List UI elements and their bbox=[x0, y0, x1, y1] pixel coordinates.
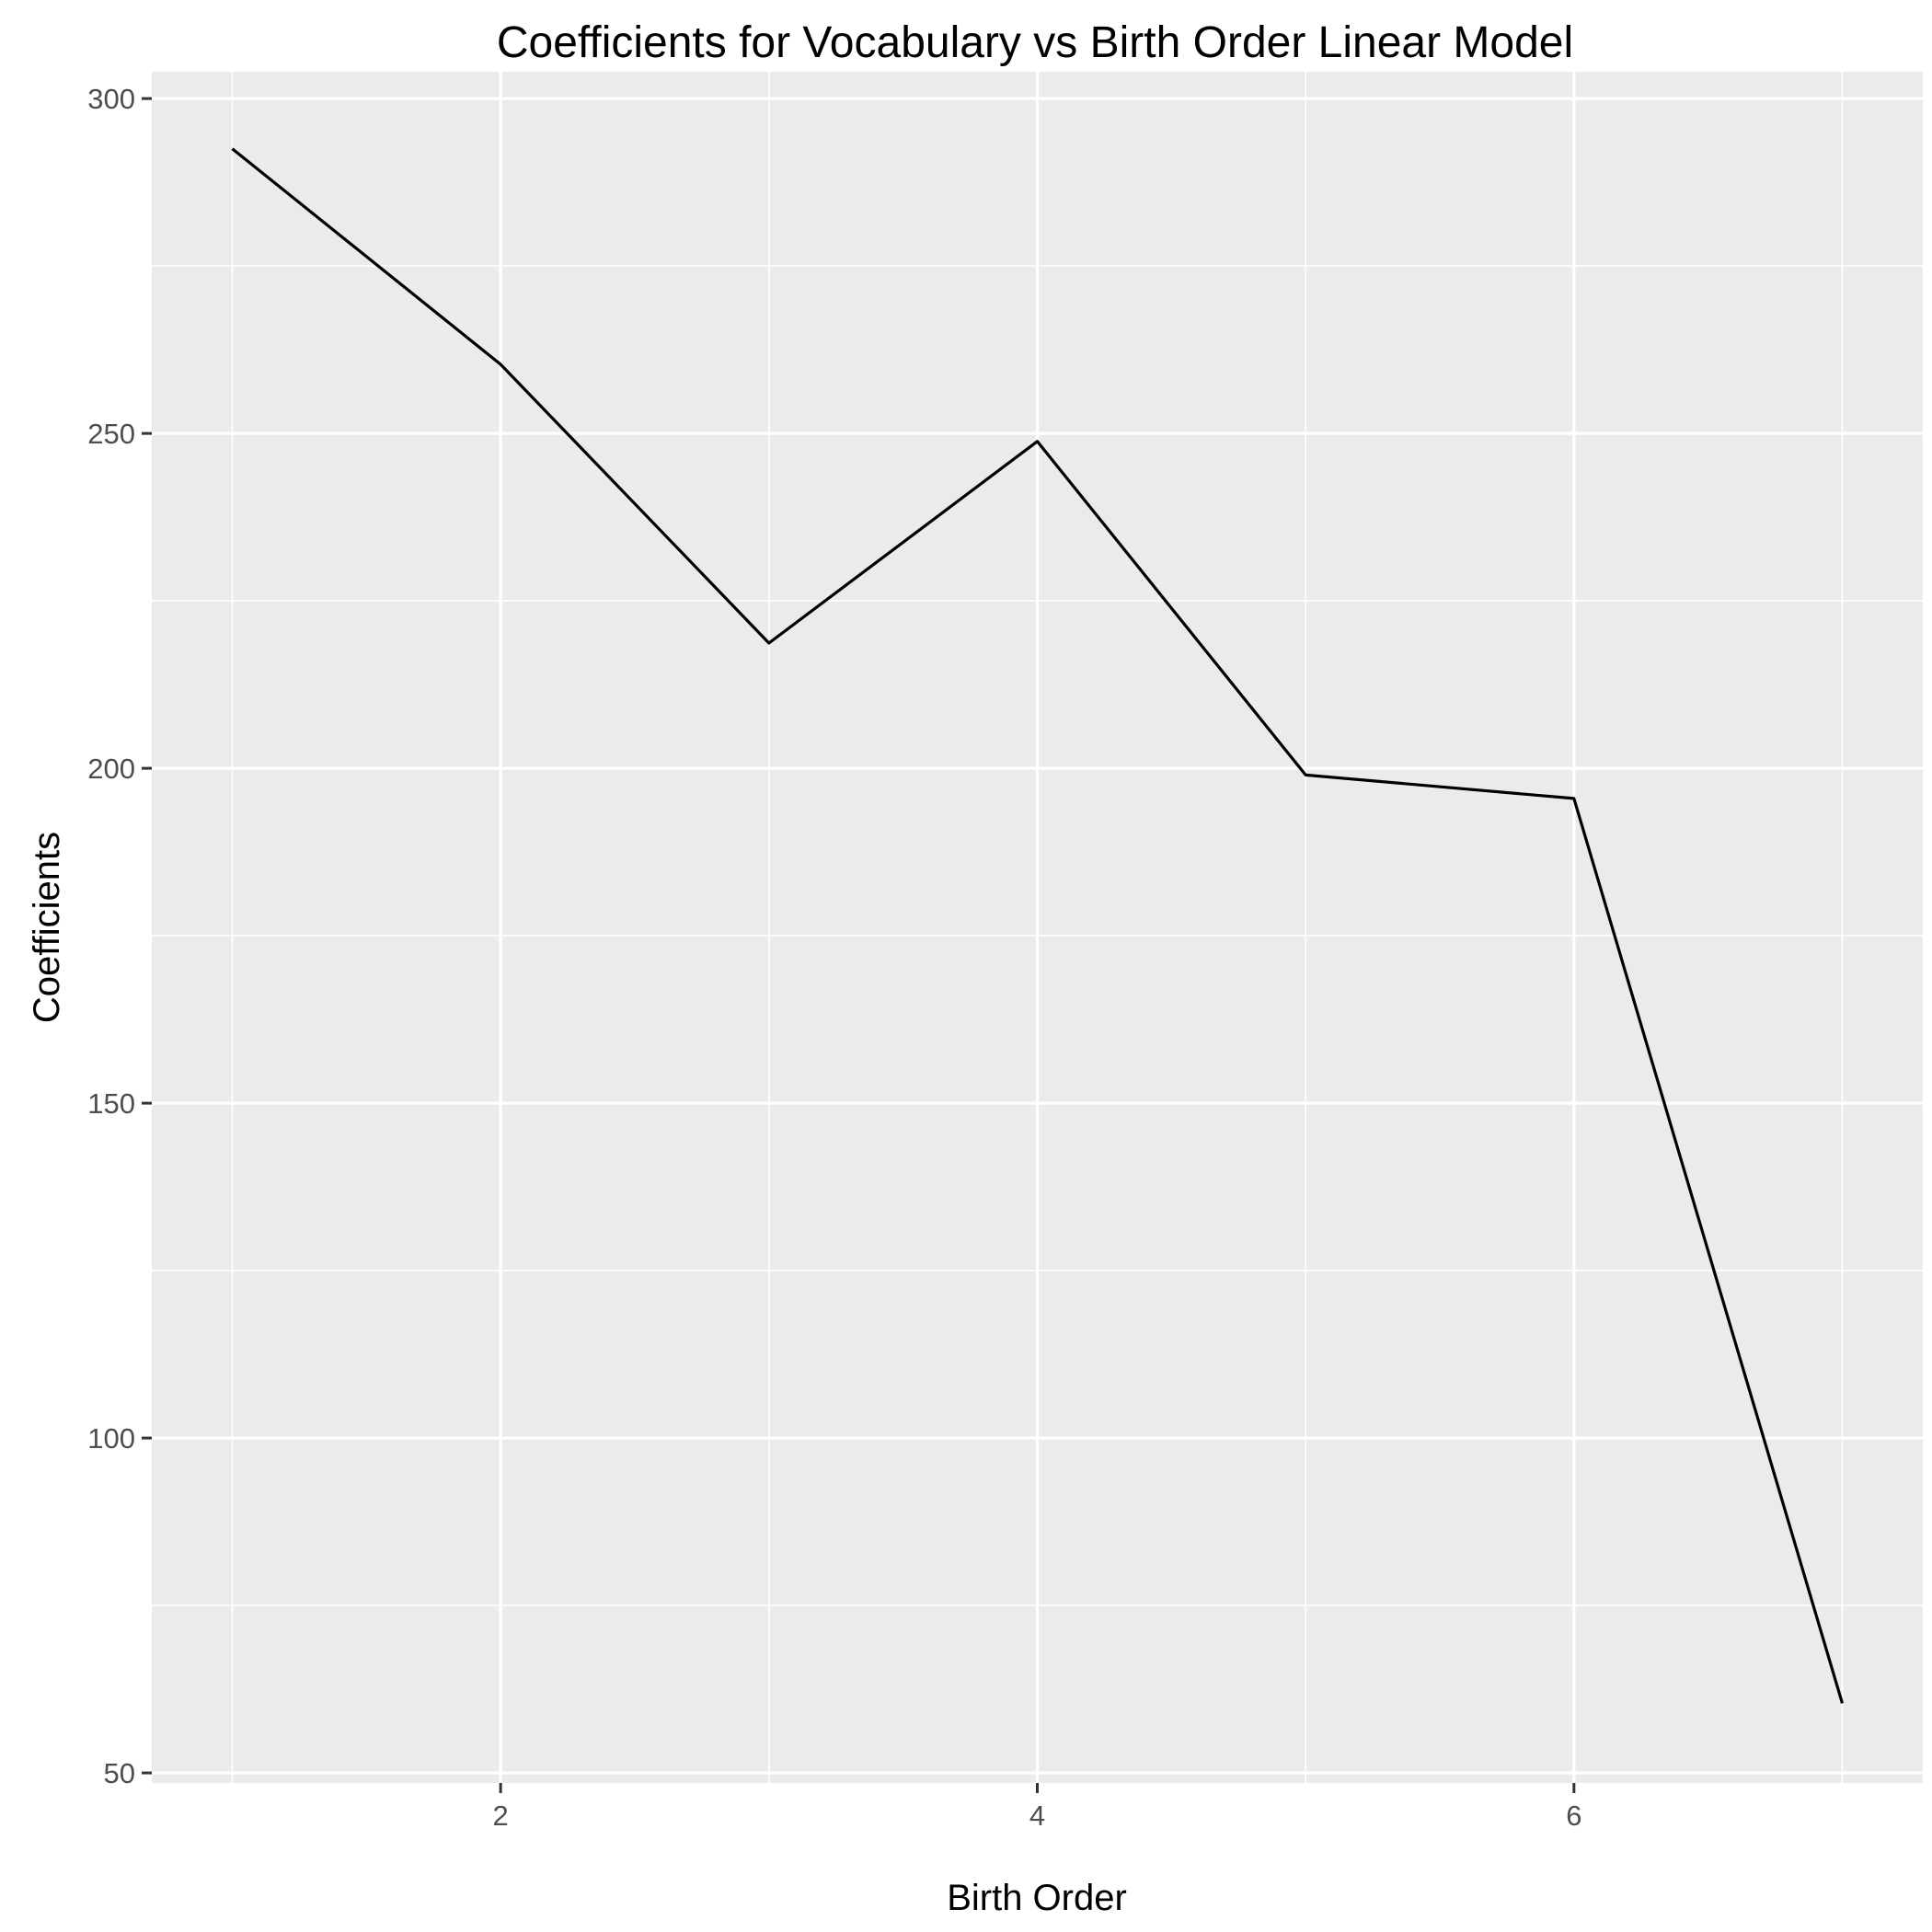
x-tick-label: 4 bbox=[1029, 1800, 1045, 1832]
y-tick-label: 50 bbox=[104, 1757, 135, 1789]
y-tick-label: 150 bbox=[87, 1087, 135, 1120]
y-tick-label: 250 bbox=[87, 418, 135, 450]
y-tick-label: 100 bbox=[87, 1422, 135, 1455]
y-tick-label: 300 bbox=[87, 83, 135, 115]
x-axis: 2 4 6 bbox=[493, 1783, 1581, 1832]
major-gridlines bbox=[152, 72, 1923, 1783]
x-axis-title: Birth Order bbox=[947, 1878, 1127, 1918]
y-axis-title: Coefficients bbox=[27, 832, 67, 1023]
x-tick-label: 2 bbox=[493, 1800, 509, 1832]
x-tick-label: 6 bbox=[1566, 1800, 1581, 1832]
series-line bbox=[231, 147, 1845, 1704]
y-tick-label: 200 bbox=[87, 753, 135, 785]
y-axis: 50 100 150 200 250 300 bbox=[87, 83, 152, 1789]
chart-title: Coefficients for Vocabulary vs Birth Ord… bbox=[497, 18, 1573, 67]
